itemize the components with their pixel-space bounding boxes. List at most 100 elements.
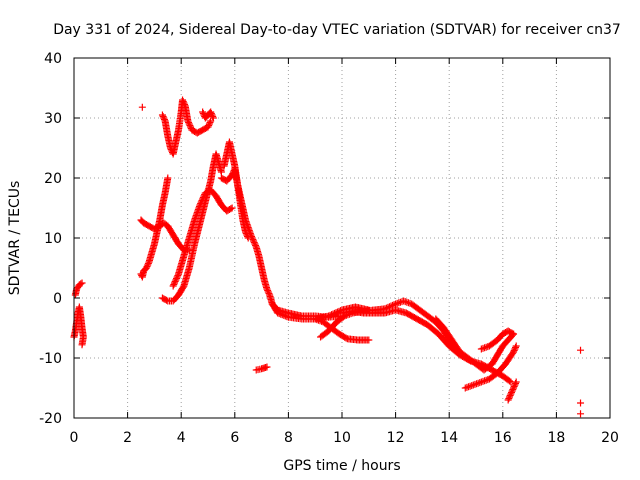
y-axis-label: SDTVAR / TECUs [7,181,23,296]
series-arc-m [311,315,373,344]
x-tick-label: 8 [284,430,293,446]
data-point [171,278,179,285]
data-point [142,264,150,272]
data-point [247,231,255,239]
data-point [169,282,177,290]
data-point [185,119,193,126]
data-point [248,233,256,240]
data-point [144,261,152,269]
data-point [263,285,271,293]
data-point [505,395,513,402]
data-point [577,410,585,418]
data-point [196,201,204,209]
data-point [510,348,518,356]
data-point [77,280,85,288]
data-point [171,279,178,287]
data-point [508,387,516,395]
data-point [251,240,259,248]
data-point [328,311,336,319]
data-point [506,392,514,399]
data-point [200,192,208,200]
grid-lines [74,58,610,418]
data-point [511,345,519,353]
data-point [78,341,86,349]
data-point [173,275,181,282]
data-point [204,123,212,131]
x-tick-label: 12 [387,430,405,446]
data-point [143,263,151,270]
series-arc-r [477,327,518,353]
series-isolated [138,103,585,418]
data-point [365,336,373,344]
data-point [144,260,152,267]
data-point [227,205,235,213]
data-point [162,296,170,304]
data-point [209,114,217,122]
data-point [208,111,216,119]
series-arc-e [158,96,215,158]
data-point [265,290,273,297]
data-point [504,396,512,404]
data-point [160,114,168,122]
data-point [185,120,193,128]
data-point [510,330,518,338]
data-point [186,122,194,129]
data-point [512,344,520,351]
x-tick-label: 0 [70,430,79,446]
data-point [159,113,167,120]
data-point [199,195,207,203]
data-point [264,288,272,296]
data-point [173,273,181,281]
data-point [209,113,217,120]
data-point [325,312,333,320]
data-point [170,281,178,288]
data-point [160,116,168,123]
data-point [332,309,340,317]
data-point [179,98,187,105]
data-points [70,96,585,418]
data-point [158,111,166,119]
data-point [179,96,187,104]
x-tick-label: 4 [177,430,186,446]
y-tick-label: 30 [44,111,62,127]
data-point [577,346,585,354]
data-point [509,386,517,393]
data-point [510,384,518,392]
data-point [205,122,213,129]
chart-title: Day 331 of 2024, Sidereal Day-to-day VTE… [53,22,621,38]
x-tick-label: 14 [440,430,458,446]
data-point [510,347,518,354]
x-tick-label: 16 [494,430,512,446]
data-point [250,237,258,245]
data-point [184,117,192,125]
y-tick-label: 20 [44,171,62,187]
series-arc-g [169,186,236,290]
data-point [228,204,236,212]
data-point [512,380,520,387]
series-arc-p [432,315,518,374]
data-point [252,242,260,249]
data-point [174,272,182,279]
x-tick-labels: 0 2 4 6 8 10 12 14 16 18 20 [70,430,619,446]
series-arc-s [504,378,520,404]
data-point [248,234,256,242]
data-point [205,120,213,128]
data-point [511,381,519,389]
data-point [164,174,172,182]
data-point [331,309,339,317]
data-point [577,399,585,407]
data-point [507,390,515,398]
data-point [181,101,189,108]
data-point [329,310,337,318]
y-tick-label: 40 [44,51,62,67]
data-point [187,123,195,131]
data-point [506,393,513,401]
data-point [217,168,225,176]
series-arc-a [70,303,87,349]
data-point [206,119,214,126]
data-point [138,103,146,111]
data-point [180,99,188,107]
x-tick-label: 6 [230,430,239,446]
y-tick-label: -10 [39,351,62,367]
